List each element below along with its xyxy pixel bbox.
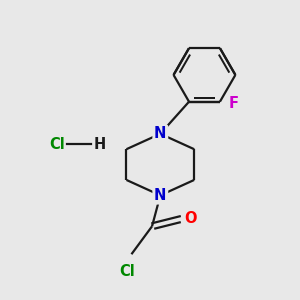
Text: O: O xyxy=(184,212,196,226)
Text: N: N xyxy=(154,126,167,141)
Text: Cl: Cl xyxy=(119,264,135,279)
Text: H: H xyxy=(94,136,106,152)
Text: Cl: Cl xyxy=(49,136,64,152)
Text: N: N xyxy=(154,188,167,203)
Text: F: F xyxy=(228,96,238,111)
